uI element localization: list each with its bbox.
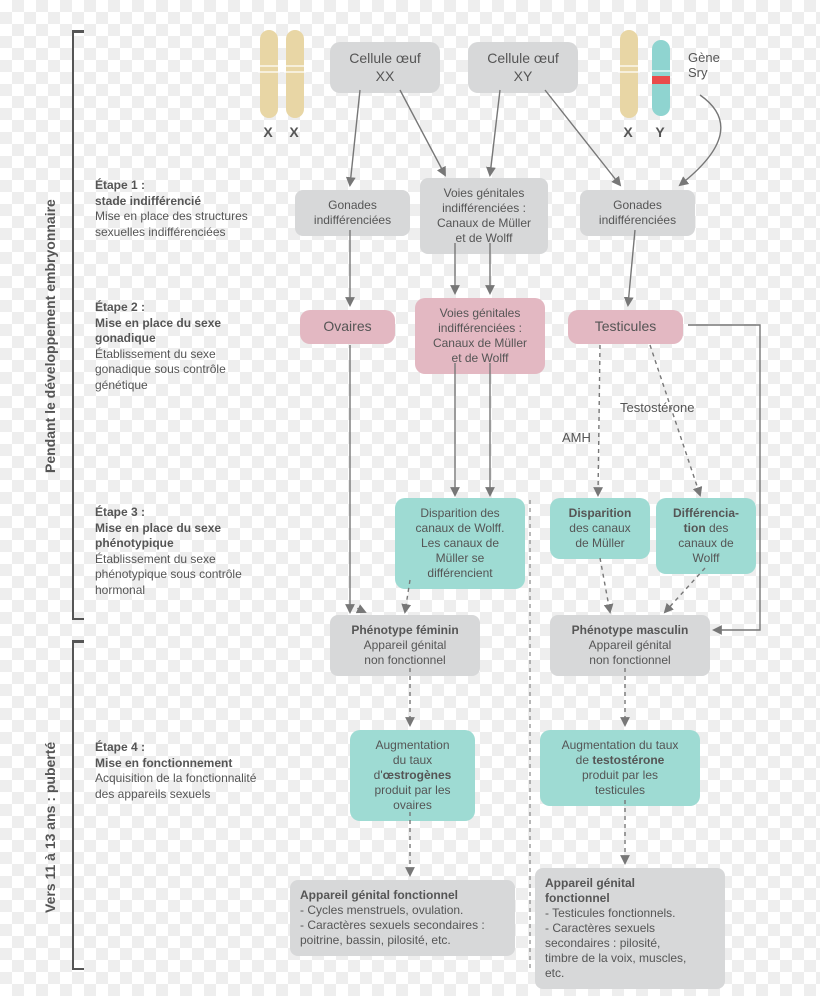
step-3-label: Étape 3 :Mise en place du sexe phénotypi… bbox=[95, 505, 275, 599]
node-final-masc: Appareil génital fonctionnel- Testicules… bbox=[535, 868, 725, 989]
node-gonades-r: Gonades indifférenciées bbox=[580, 190, 695, 236]
chromo-label-y: Y bbox=[650, 124, 670, 140]
node-voies-2: Voies génitales indifférenciées : Canaux… bbox=[415, 298, 545, 374]
section-label-puberty: Vers 11 à 13 ans : puberté bbox=[42, 693, 58, 913]
chromo-label-x1: X bbox=[258, 124, 278, 140]
step-1-label: Étape 1 :stade indifférenciéMise en plac… bbox=[95, 178, 275, 240]
step-4-label: Étape 4 :Mise en fonctionnementAcquisiti… bbox=[95, 740, 275, 802]
node-testicules: Testicules bbox=[568, 310, 683, 344]
node-disparition-l: Disparition des canaux de Wolff. Les can… bbox=[395, 498, 525, 589]
chromo-y bbox=[652, 40, 670, 116]
bracket-puberty bbox=[72, 640, 74, 970]
chromo-x-3 bbox=[620, 30, 638, 118]
chromo-label-x3: X bbox=[618, 124, 638, 140]
bracket-embryo bbox=[72, 30, 74, 620]
node-voies-1: Voies génitales indifférenciées : Canaux… bbox=[420, 178, 548, 254]
node-aug-oestro: Augmentation du taux d'œstrogènes produi… bbox=[350, 730, 475, 821]
node-diff-wolff: Différencia- tion des canaux de Wolff bbox=[656, 498, 756, 574]
step-2-label: Étape 2 :Mise en place du sexe gonadique… bbox=[95, 300, 275, 394]
node-gonades-l: Gonades indifférenciées bbox=[295, 190, 410, 236]
node-disp-muller: Disparitiondes canaux de Müller bbox=[550, 498, 650, 559]
node-cellule-xy: Cellule œuf XY bbox=[468, 42, 578, 93]
section-label-embryo: Pendant le développement embryonnaire bbox=[42, 173, 58, 473]
chromo-x-1 bbox=[260, 30, 278, 118]
node-ovaires: Ovaires bbox=[300, 310, 395, 344]
node-aug-testo: Augmentation du taux de testostérone pro… bbox=[540, 730, 700, 806]
sry-marker bbox=[652, 76, 670, 84]
node-pheno-fem: Phénotype fémininAppareil génital non fo… bbox=[330, 615, 480, 676]
label-amh: AMH bbox=[562, 430, 591, 445]
chromo-label-x2: X bbox=[284, 124, 304, 140]
node-final-fem: Appareil génital fonctionnel- Cycles men… bbox=[290, 880, 515, 956]
node-pheno-masc: Phénotype masculinAppareil génital non f… bbox=[550, 615, 710, 676]
gene-sry-label: GèneSry bbox=[688, 50, 720, 80]
node-cellule-xx: Cellule œuf XX bbox=[330, 42, 440, 93]
chromo-x-2 bbox=[286, 30, 304, 118]
label-testosterone: Testostérone bbox=[620, 400, 694, 415]
